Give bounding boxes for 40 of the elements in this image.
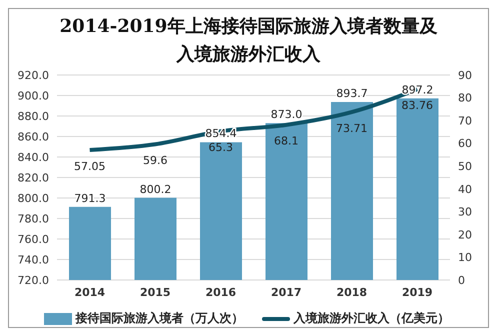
legend-label: 入境旅游外汇收入（亿美元） bbox=[294, 310, 450, 327]
y-tick-label: 820.0 bbox=[18, 171, 49, 184]
y2-tick-label: 70 bbox=[458, 114, 472, 128]
y2-tick-label: 60 bbox=[458, 137, 472, 150]
data-label: 65.3 bbox=[208, 141, 233, 154]
y-tick-label: 860.0 bbox=[18, 130, 49, 144]
y-tick-label: 880.0 bbox=[18, 110, 49, 123]
data-label: 57.05 bbox=[74, 160, 106, 173]
x-tick-label: 2018 bbox=[336, 286, 368, 299]
y-tick-label: 780.0 bbox=[18, 212, 49, 226]
x-tick-label: 2014 bbox=[74, 286, 106, 299]
y2-tick-label: 10 bbox=[458, 251, 472, 264]
y2-tick-label: 80 bbox=[458, 92, 472, 105]
y-tick-label: 720.0 bbox=[18, 274, 49, 287]
data-label: 893.7 bbox=[336, 86, 368, 100]
data-label: 800.2 bbox=[140, 182, 172, 196]
legend-label: 接待国际旅游入境者（万人次） bbox=[76, 310, 244, 327]
data-label: 83.76 bbox=[402, 99, 433, 112]
x-tick-label: 2017 bbox=[270, 286, 302, 299]
x-tick-label: 2016 bbox=[205, 286, 236, 299]
y2-tick-label: 20 bbox=[458, 228, 472, 242]
y-tick-label: 840.0 bbox=[18, 150, 49, 164]
y-tick-label: 740.0 bbox=[18, 253, 49, 266]
x-tick-label: 2019 bbox=[402, 286, 433, 299]
y2-tick-label: 30 bbox=[458, 206, 472, 219]
data-label: 68.1 bbox=[274, 134, 298, 148]
data-label: 791.3 bbox=[74, 192, 106, 205]
x-tick-label: 2015 bbox=[140, 286, 171, 299]
chart-title: 2014-2019年上海接待国际旅游入境者数量及入境旅游外汇收入 bbox=[58, 15, 438, 67]
data-label: 873.0 bbox=[270, 108, 302, 122]
y2-tick-label: 40 bbox=[458, 182, 472, 196]
y-tick-label: 760.0 bbox=[18, 232, 49, 246]
y-tick-label: 920.0 bbox=[18, 68, 49, 82]
y2-tick-label: 50 bbox=[458, 160, 472, 174]
y2-tick-label: 90 bbox=[458, 68, 472, 82]
data-label: 73.71 bbox=[336, 122, 368, 135]
y-tick-label: 900.0 bbox=[18, 89, 49, 102]
y2-tick-label: 0 bbox=[458, 274, 465, 287]
y-tick-label: 800.0 bbox=[18, 192, 49, 205]
data-label: 59.6 bbox=[143, 154, 168, 168]
